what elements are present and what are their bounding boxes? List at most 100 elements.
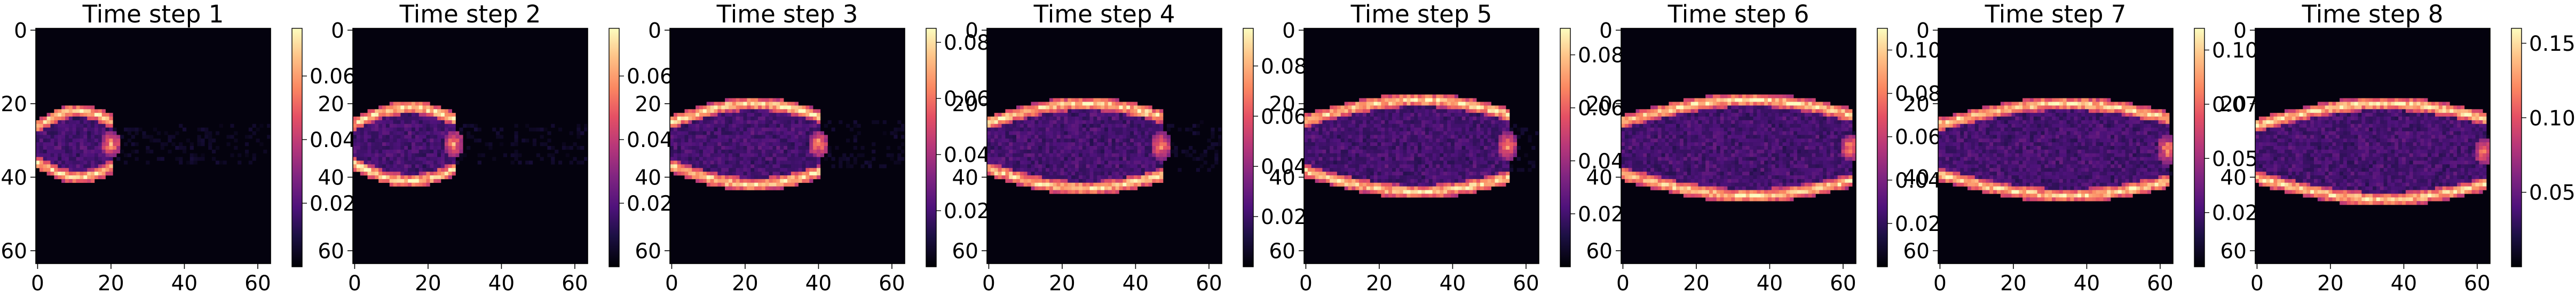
y-tick-label: 20	[635, 92, 661, 117]
heatmap-cells	[353, 102, 588, 187]
axes-frame	[2255, 28, 2491, 264]
x-tick-label: 60	[2147, 272, 2174, 296]
x-tick-label: 0	[665, 272, 678, 296]
colorbar-tick-label: 0.02	[1261, 205, 1307, 229]
colorbar	[1243, 28, 1254, 267]
x-tick-label: 40	[1757, 272, 1783, 296]
y-tick-label: 40	[1269, 166, 1295, 190]
x-tick-label: 20	[2317, 272, 2344, 296]
panel-title: Time step 6	[1668, 0, 1809, 28]
colorbar-tick-label: 0.02	[1895, 212, 1941, 236]
panel-6: Time step 60 20 40 6002040600.020.040.060.0…	[1586, 0, 1941, 296]
panel-3: Time step 30 20 40 6002040600.020.040.060.0…	[635, 0, 990, 296]
heatmap-cells	[1938, 98, 2174, 202]
colorbar	[609, 28, 620, 267]
y-tick-label: 60	[1903, 240, 1930, 264]
y-tick-label: 20	[2220, 92, 2247, 117]
axes-frame	[1621, 28, 1856, 264]
x-tick-label: 40	[1440, 272, 1466, 296]
colorbar-tick-label: 0.06	[1261, 105, 1307, 129]
colorbar-tick-label: 0.04	[1895, 169, 1941, 193]
y-tick-label: 20	[318, 92, 344, 117]
x-tick-label: 40	[2074, 272, 2100, 296]
panel-title: Time step 5	[1350, 0, 1492, 28]
panel-5: Time step 50 20 40 6002040600.020.040.060.0…	[1269, 0, 1624, 296]
y-tick-label: 40	[635, 166, 661, 190]
colorbar-tick-label: 0.08	[944, 31, 990, 55]
x-tick-label: 0	[348, 272, 361, 296]
axes-frame	[1938, 28, 2174, 264]
panel-title: Time step 2	[399, 0, 541, 28]
colorbar-tick-label: 0.06	[627, 65, 673, 89]
y-tick-label: 60	[635, 240, 661, 264]
colorbar-tick-label: 0.04	[944, 143, 990, 167]
colorbar-tick-label: 0.04	[627, 128, 673, 152]
heatmap-cells	[1621, 94, 1856, 202]
heatmap-cells	[1304, 94, 1539, 198]
colorbar	[926, 28, 937, 267]
x-tick-label: 60	[244, 272, 271, 296]
y-tick-label: 20	[1586, 92, 1613, 117]
x-tick-label: 0	[1933, 272, 1947, 296]
colorbar-tick-label: 0.04	[1261, 155, 1307, 179]
x-tick-label: 0	[982, 272, 995, 296]
x-tick-label: 40	[488, 272, 515, 296]
y-tick-label: 60	[1, 240, 27, 264]
x-tick-label: 60	[1513, 272, 1539, 296]
x-tick-label: 40	[171, 272, 198, 296]
axes-frame	[352, 28, 588, 264]
x-tick-label: 20	[1366, 272, 1393, 296]
colorbar-tick-label: 0.10	[1895, 39, 1941, 63]
colorbar-tick-label: 0.06	[944, 87, 990, 111]
panel-4: Time step 40 20 40 6002040600.020.040.060.0…	[952, 0, 1307, 296]
colorbar	[2194, 28, 2205, 267]
x-tick-label: 0	[31, 272, 44, 296]
colorbar-tick-label: 0.10	[2529, 106, 2575, 130]
x-tick-label: 60	[1830, 272, 1856, 296]
panel-title: Time step 7	[1985, 0, 2127, 28]
x-tick-label: 60	[2464, 272, 2491, 296]
x-tick-label: 60	[879, 272, 905, 296]
y-tick-label: 0	[1282, 19, 1295, 43]
y-tick-label: 0	[1599, 19, 1613, 43]
colorbar-tick-label: 0.06	[310, 65, 356, 89]
panel-title: Time step 4	[1033, 0, 1175, 28]
colorbar-tick-label: 0.05	[2529, 181, 2575, 205]
colorbar-tick-label: 0.06	[1578, 97, 1624, 121]
x-tick-label: 20	[98, 272, 124, 296]
panel-7: Time step 70 20 40 6002040600.0250.0500.075…	[1903, 0, 2271, 296]
colorbar-tick-label: 0.04	[310, 128, 356, 152]
axes-frame	[1303, 28, 1539, 264]
y-tick-label: 20	[1903, 92, 1930, 117]
heatmap-cells	[987, 98, 1222, 194]
x-tick-label: 40	[1123, 272, 1149, 296]
y-tick-label: 60	[2220, 240, 2247, 264]
colorbar-tick-label: 0.08	[1578, 44, 1624, 68]
panel-title: Time step 3	[716, 0, 858, 28]
colorbar-tick-label: 0.08	[1261, 55, 1307, 79]
heatmap-cells	[670, 98, 905, 190]
y-tick-label: 40	[2220, 166, 2247, 190]
axes-frame	[35, 28, 271, 264]
colorbar-tick-label: 0.06	[1895, 126, 1941, 150]
heatmap-cells	[2255, 98, 2491, 205]
y-tick-label: 0	[2233, 19, 2247, 43]
x-tick-label: 20	[1049, 272, 1076, 296]
x-tick-label: 40	[2391, 272, 2417, 296]
colorbar	[1560, 28, 1571, 267]
x-tick-label: 0	[1616, 272, 1630, 296]
x-tick-label: 60	[1196, 272, 1222, 296]
colorbar	[2511, 28, 2522, 267]
colorbar-tick-label: 0.15	[2529, 32, 2575, 56]
colorbar-tick-label: 0.02	[944, 199, 990, 223]
colorbar-tick-label: 0.02	[310, 192, 356, 216]
x-tick-label: 0	[1299, 272, 1313, 296]
x-tick-label: 60	[562, 272, 588, 296]
y-tick-label: 0	[14, 19, 27, 43]
x-tick-label: 20	[1683, 272, 1710, 296]
y-tick-label: 20	[1269, 92, 1295, 117]
